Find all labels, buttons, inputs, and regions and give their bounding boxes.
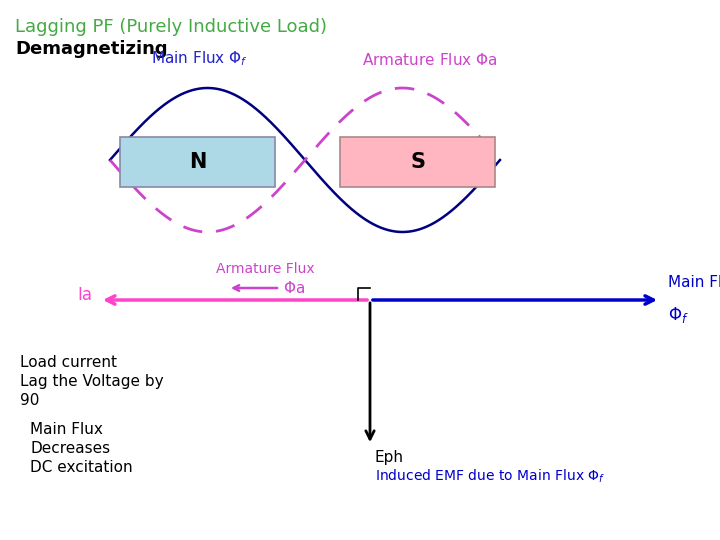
Text: Ia: Ia bbox=[77, 286, 92, 304]
Text: $\Phi$a: $\Phi$a bbox=[283, 280, 305, 296]
Text: Demagnetizing: Demagnetizing bbox=[15, 40, 168, 58]
Text: Decreases: Decreases bbox=[30, 441, 110, 456]
Text: 90: 90 bbox=[20, 393, 40, 408]
Text: DC excitation: DC excitation bbox=[30, 460, 132, 475]
Text: Main Flux $\Phi_f$: Main Flux $\Phi_f$ bbox=[151, 49, 248, 68]
Text: Load current: Load current bbox=[20, 355, 117, 370]
Text: Eph: Eph bbox=[375, 450, 404, 465]
FancyBboxPatch shape bbox=[340, 137, 495, 187]
Text: $\Phi_f$: $\Phi_f$ bbox=[668, 305, 689, 325]
Text: Induced EMF due to Main Flux $\Phi_f$: Induced EMF due to Main Flux $\Phi_f$ bbox=[375, 468, 606, 485]
Text: N: N bbox=[189, 152, 206, 172]
Text: S: S bbox=[410, 152, 425, 172]
FancyBboxPatch shape bbox=[120, 137, 275, 187]
Text: Main Flux: Main Flux bbox=[30, 422, 103, 437]
Text: Armature Flux $\Phi$a: Armature Flux $\Phi$a bbox=[362, 52, 498, 68]
Text: Lagging PF (Purely Inductive Load): Lagging PF (Purely Inductive Load) bbox=[15, 18, 327, 36]
Text: Armature Flux: Armature Flux bbox=[216, 262, 315, 276]
Text: Main Flux: Main Flux bbox=[668, 275, 720, 290]
Text: Lag the Voltage by: Lag the Voltage by bbox=[20, 374, 163, 389]
